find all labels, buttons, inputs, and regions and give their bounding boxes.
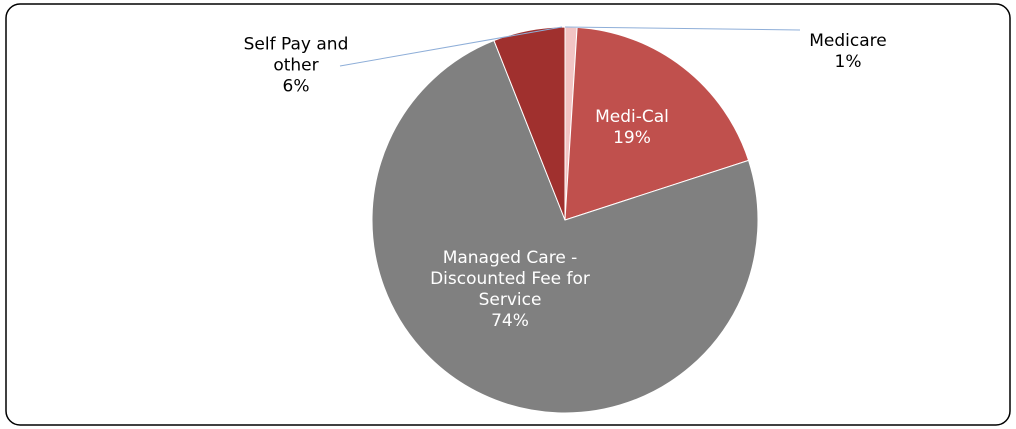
pie-slice xyxy=(564,26,750,221)
pie-slice xyxy=(371,39,759,414)
value-label: 6% xyxy=(282,76,310,97)
category-label: Medicare xyxy=(809,31,887,51)
value-label: 19% xyxy=(613,128,651,148)
data-label: Medi-Cal 19% xyxy=(572,107,692,149)
pie-slice xyxy=(493,26,566,221)
leader-line xyxy=(339,26,563,67)
value-label: 1% xyxy=(834,52,862,72)
data-label: Medicare 1% xyxy=(788,31,908,73)
data-label: Managed Care - Discounted Fee for Servic… xyxy=(430,248,590,332)
value-label: 74% xyxy=(491,311,529,331)
leader-line xyxy=(564,26,801,31)
category-label: Managed Care - Discounted Fee for Servic… xyxy=(430,248,590,310)
category-label: Self Pay and other xyxy=(243,34,349,76)
data-label: Self Pay and other 6% xyxy=(241,35,351,98)
category-label: Medi-Cal xyxy=(595,107,669,127)
